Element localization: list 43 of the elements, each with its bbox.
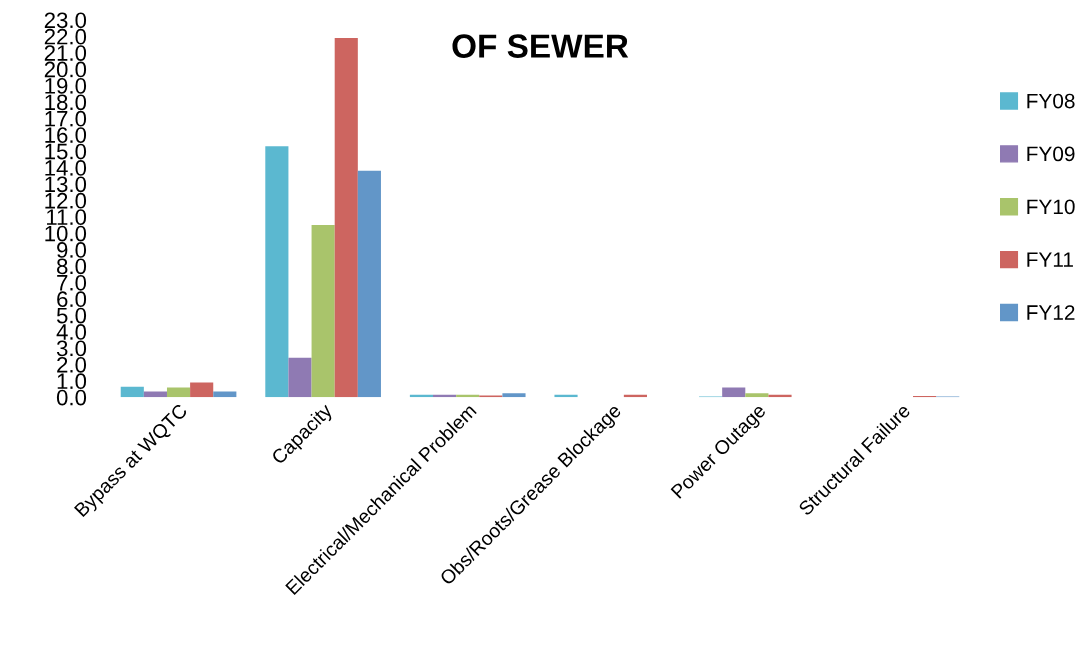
bar xyxy=(166,387,191,398)
y-tick-label: 6.0 xyxy=(57,291,87,308)
bar xyxy=(334,37,358,398)
y-tick-label: 21.0 xyxy=(44,45,87,61)
legend-label: FY08 xyxy=(1027,93,1075,109)
y-tick-label: 14.0 xyxy=(45,160,87,176)
bar xyxy=(502,393,526,398)
y-tick-label: 17.0 xyxy=(45,110,87,127)
y-tick-label: 11.0 xyxy=(47,209,87,225)
y-tick-label: 10.0 xyxy=(45,225,87,242)
y-tick-label: 1.0 xyxy=(57,373,87,390)
bar xyxy=(357,170,381,398)
legend-label: FY09 xyxy=(1027,146,1075,162)
bar xyxy=(213,391,237,398)
bar xyxy=(722,387,746,398)
y-tick-label: 19.0 xyxy=(45,78,87,94)
y-tick-label: 3.0 xyxy=(56,340,87,357)
bar xyxy=(265,146,289,398)
bar xyxy=(143,391,167,398)
y-tick-label: 18.0 xyxy=(45,94,87,111)
y-tick-label: 8.0 xyxy=(57,258,87,275)
y-tick-label: 22.0 xyxy=(44,28,87,45)
legend-label: FY10 xyxy=(1027,199,1075,215)
legend-label: FY12 xyxy=(1027,305,1075,320)
y-tick-label: 0.0 xyxy=(56,389,87,406)
bar xyxy=(190,382,214,398)
y-tick-label: 7.0 xyxy=(57,274,87,291)
bar xyxy=(311,224,335,398)
legend-label: FY11 xyxy=(1027,252,1073,267)
y-tick-label: 12.0 xyxy=(45,192,87,209)
y-tick-label: 15.0 xyxy=(45,143,87,160)
y-tick-label: 5.0 xyxy=(56,307,87,324)
bar xyxy=(288,357,312,398)
y-tick-label: 23.0 xyxy=(44,12,87,29)
bar xyxy=(745,393,769,398)
y-tick-label: 4.0 xyxy=(56,324,87,340)
y-tick-label: 16.0 xyxy=(45,127,87,143)
bar xyxy=(120,386,144,398)
y-tick-label: 13.0 xyxy=(45,176,87,193)
y-tick-label: 2.0 xyxy=(57,356,87,373)
y-tick-label: 20.0 xyxy=(44,61,87,78)
y-tick-label: 9.0 xyxy=(57,242,87,258)
chart-title: OF SEWER xyxy=(452,34,629,58)
